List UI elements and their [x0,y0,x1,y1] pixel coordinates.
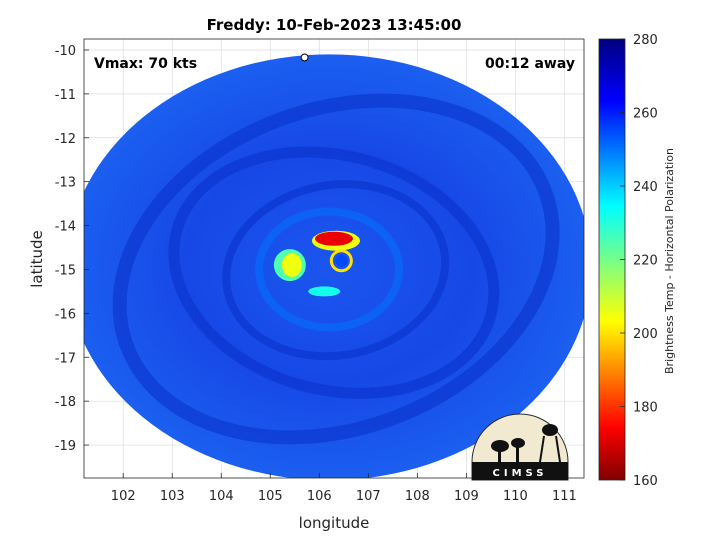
colorbar-label: Brightness Temp - Horizontal Polarizatio… [663,148,676,374]
y-tick-label: -11 [55,88,76,103]
storm-marker [300,53,309,62]
y-tick-label: -12 [55,132,76,147]
cimss-logo: CIMSS [471,413,569,481]
x-tick-label: 111 [552,489,577,504]
y-axis-label: latitude [28,230,46,288]
x-tick-label: 110 [503,489,528,504]
x-tick-label: 102 [111,489,136,504]
x-tick-label: 103 [160,489,185,504]
rain-band [112,93,560,445]
x-tick-label: 106 [307,489,332,504]
colorbar-tick-label: 220 [633,254,658,269]
chart-title: Freddy: 10-Feb-2023 13:45:00 [207,16,462,34]
y-tick-label: -19 [55,439,76,454]
y-tick-label: -15 [55,263,76,278]
y-tick-label: -10 [55,44,76,59]
rain-band [168,146,500,399]
y-ticks: -10 -11 -12 -13 -14 -15 -16 -17 -18 -19 [55,44,89,454]
feature-outer-band-ring [255,207,404,332]
y-tick-label: -14 [55,220,76,235]
feature-spiral-band-south [308,286,341,297]
colorbar-tick-label: 280 [633,33,658,48]
x-tick-label: 109 [454,489,479,504]
rain-band [222,180,450,361]
x-ticks: 102 103 104 105 106 107 108 109 110 111 [111,473,577,504]
feature-eye-ring [329,249,353,273]
feature-eye [335,254,348,267]
x-tick-label: 105 [258,489,283,504]
x-axis-label: longitude [299,514,370,532]
colorbar-tick-label: 160 [633,474,658,489]
y-tick-label: -18 [55,395,76,410]
colorbar-ticks: 280 260 240 220 200 180 160 [620,33,658,489]
x-tick-label: 108 [405,489,430,504]
y-tick-label: -16 [55,307,76,322]
x-tick-label: 107 [356,489,381,504]
vmax-annotation: Vmax: 70 kts [94,56,197,72]
feature-eyewall-warm-arc [315,231,353,246]
feature-inner-band-west [281,253,302,278]
colorbar-tick-label: 260 [633,107,658,122]
y-tick-label: -13 [55,176,76,191]
swath-image [84,53,584,478]
x-tick-label: 104 [209,489,234,504]
colorbar-tick-label: 240 [633,180,658,195]
colorbar-tick-label: 180 [633,401,658,416]
colorbar-tick-label: 200 [633,327,658,342]
logo-text: CIMSS [493,468,548,479]
time-away-annotation: 00:12 away [485,56,575,72]
y-tick-label: -17 [55,351,76,366]
plot-frame [83,38,585,479]
